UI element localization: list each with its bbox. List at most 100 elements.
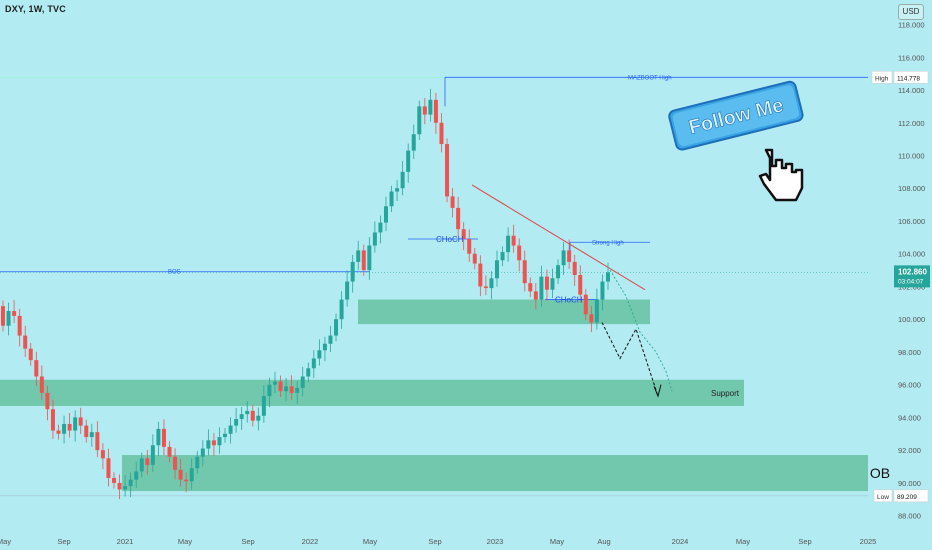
candle — [561, 242, 566, 275]
candle — [295, 380, 300, 404]
candle — [450, 188, 455, 218]
candle — [461, 222, 466, 250]
candle — [156, 421, 161, 457]
candle-body — [533, 291, 538, 300]
candle-body — [78, 417, 83, 426]
candle — [106, 448, 111, 487]
candle-body — [184, 479, 189, 482]
candle — [472, 247, 477, 270]
candle — [206, 429, 211, 456]
candle-body — [356, 250, 361, 262]
choch-label-2: CHoCH — [555, 296, 583, 305]
candle — [6, 302, 11, 336]
candle — [439, 113, 444, 153]
candle-body — [361, 250, 366, 271]
candle-body — [572, 261, 577, 276]
candle — [356, 240, 361, 271]
candle-body — [234, 419, 239, 426]
candle — [350, 254, 355, 293]
candle-body — [139, 458, 144, 472]
candle-body — [150, 445, 155, 465]
candle — [383, 196, 388, 231]
candle-body — [256, 415, 261, 421]
candle — [250, 405, 255, 427]
x-tick-label: Aug — [597, 537, 610, 546]
candle — [306, 362, 311, 383]
candle — [572, 254, 577, 286]
candle — [228, 417, 233, 444]
candle-body — [123, 486, 128, 490]
strong-high-label: Strong High — [592, 240, 624, 246]
candle — [184, 472, 189, 493]
candle-body — [311, 358, 316, 369]
candle-body — [411, 134, 416, 151]
candle-body — [228, 425, 233, 434]
x-tick-label: May — [178, 537, 192, 546]
candle-body — [34, 360, 39, 377]
lines-layer — [0, 76, 868, 497]
y-tick-label: 100.000 — [898, 315, 925, 324]
candle — [400, 160, 405, 196]
candle-body — [522, 260, 527, 284]
candle — [500, 246, 505, 266]
last-price-value: 102.860 — [898, 267, 927, 276]
low-tag-label: Low — [877, 494, 889, 501]
support-label: Support — [711, 389, 740, 398]
candle-body — [161, 428, 166, 447]
candle-body — [489, 278, 494, 289]
candle — [117, 474, 122, 500]
candle — [12, 300, 17, 323]
candle-body — [389, 191, 394, 207]
candle — [367, 237, 372, 280]
follow-me-badge[interactable]: Follow Me — [668, 80, 804, 151]
candle — [34, 351, 39, 387]
x-tick-label: 2024 — [672, 537, 689, 546]
candle-body — [211, 440, 216, 446]
y-tick-label: 116.000 — [898, 53, 925, 62]
candle — [1, 300, 5, 332]
candle — [89, 423, 94, 447]
candle-body — [406, 150, 411, 172]
zone-support — [0, 379, 744, 406]
x-tick-label: Sep — [241, 537, 254, 546]
candle-body — [478, 263, 483, 287]
candle-body — [517, 245, 522, 261]
candle-body — [461, 229, 466, 239]
candle-body — [494, 260, 499, 279]
candle-body — [567, 250, 572, 262]
hand-cursor-icon — [758, 148, 804, 202]
candle — [39, 365, 44, 400]
candle — [211, 433, 216, 457]
candle — [417, 100, 422, 140]
candle-body — [594, 299, 599, 323]
candle — [395, 179, 400, 202]
candle — [567, 239, 572, 269]
candle — [195, 450, 200, 474]
candle-body — [45, 392, 50, 410]
candle-body — [284, 386, 289, 392]
bos-label: BOS — [168, 270, 181, 276]
candle-body — [106, 458, 111, 478]
candle-body — [306, 368, 311, 377]
candle-body — [1, 306, 5, 326]
candle — [389, 185, 394, 212]
candle-body — [56, 430, 61, 434]
symbol-header: DXY, 1W, TVC — [5, 4, 66, 14]
candle-body — [589, 314, 594, 323]
candle-body — [217, 437, 222, 446]
currency-button[interactable]: USD — [898, 4, 924, 20]
x-tick-label: Sep — [428, 537, 441, 546]
candle-body — [506, 235, 511, 253]
candle — [84, 419, 89, 443]
candle — [445, 138, 450, 203]
candle-body — [17, 315, 22, 336]
candle-body — [561, 250, 566, 266]
x-tick-label: 2022 — [302, 537, 319, 546]
candle-body — [583, 294, 588, 315]
x-tick-label: May — [736, 537, 750, 546]
zone-ob — [122, 455, 868, 492]
x-tick-label: 2023 — [487, 537, 504, 546]
candle — [267, 377, 272, 408]
candle-body — [500, 252, 505, 261]
